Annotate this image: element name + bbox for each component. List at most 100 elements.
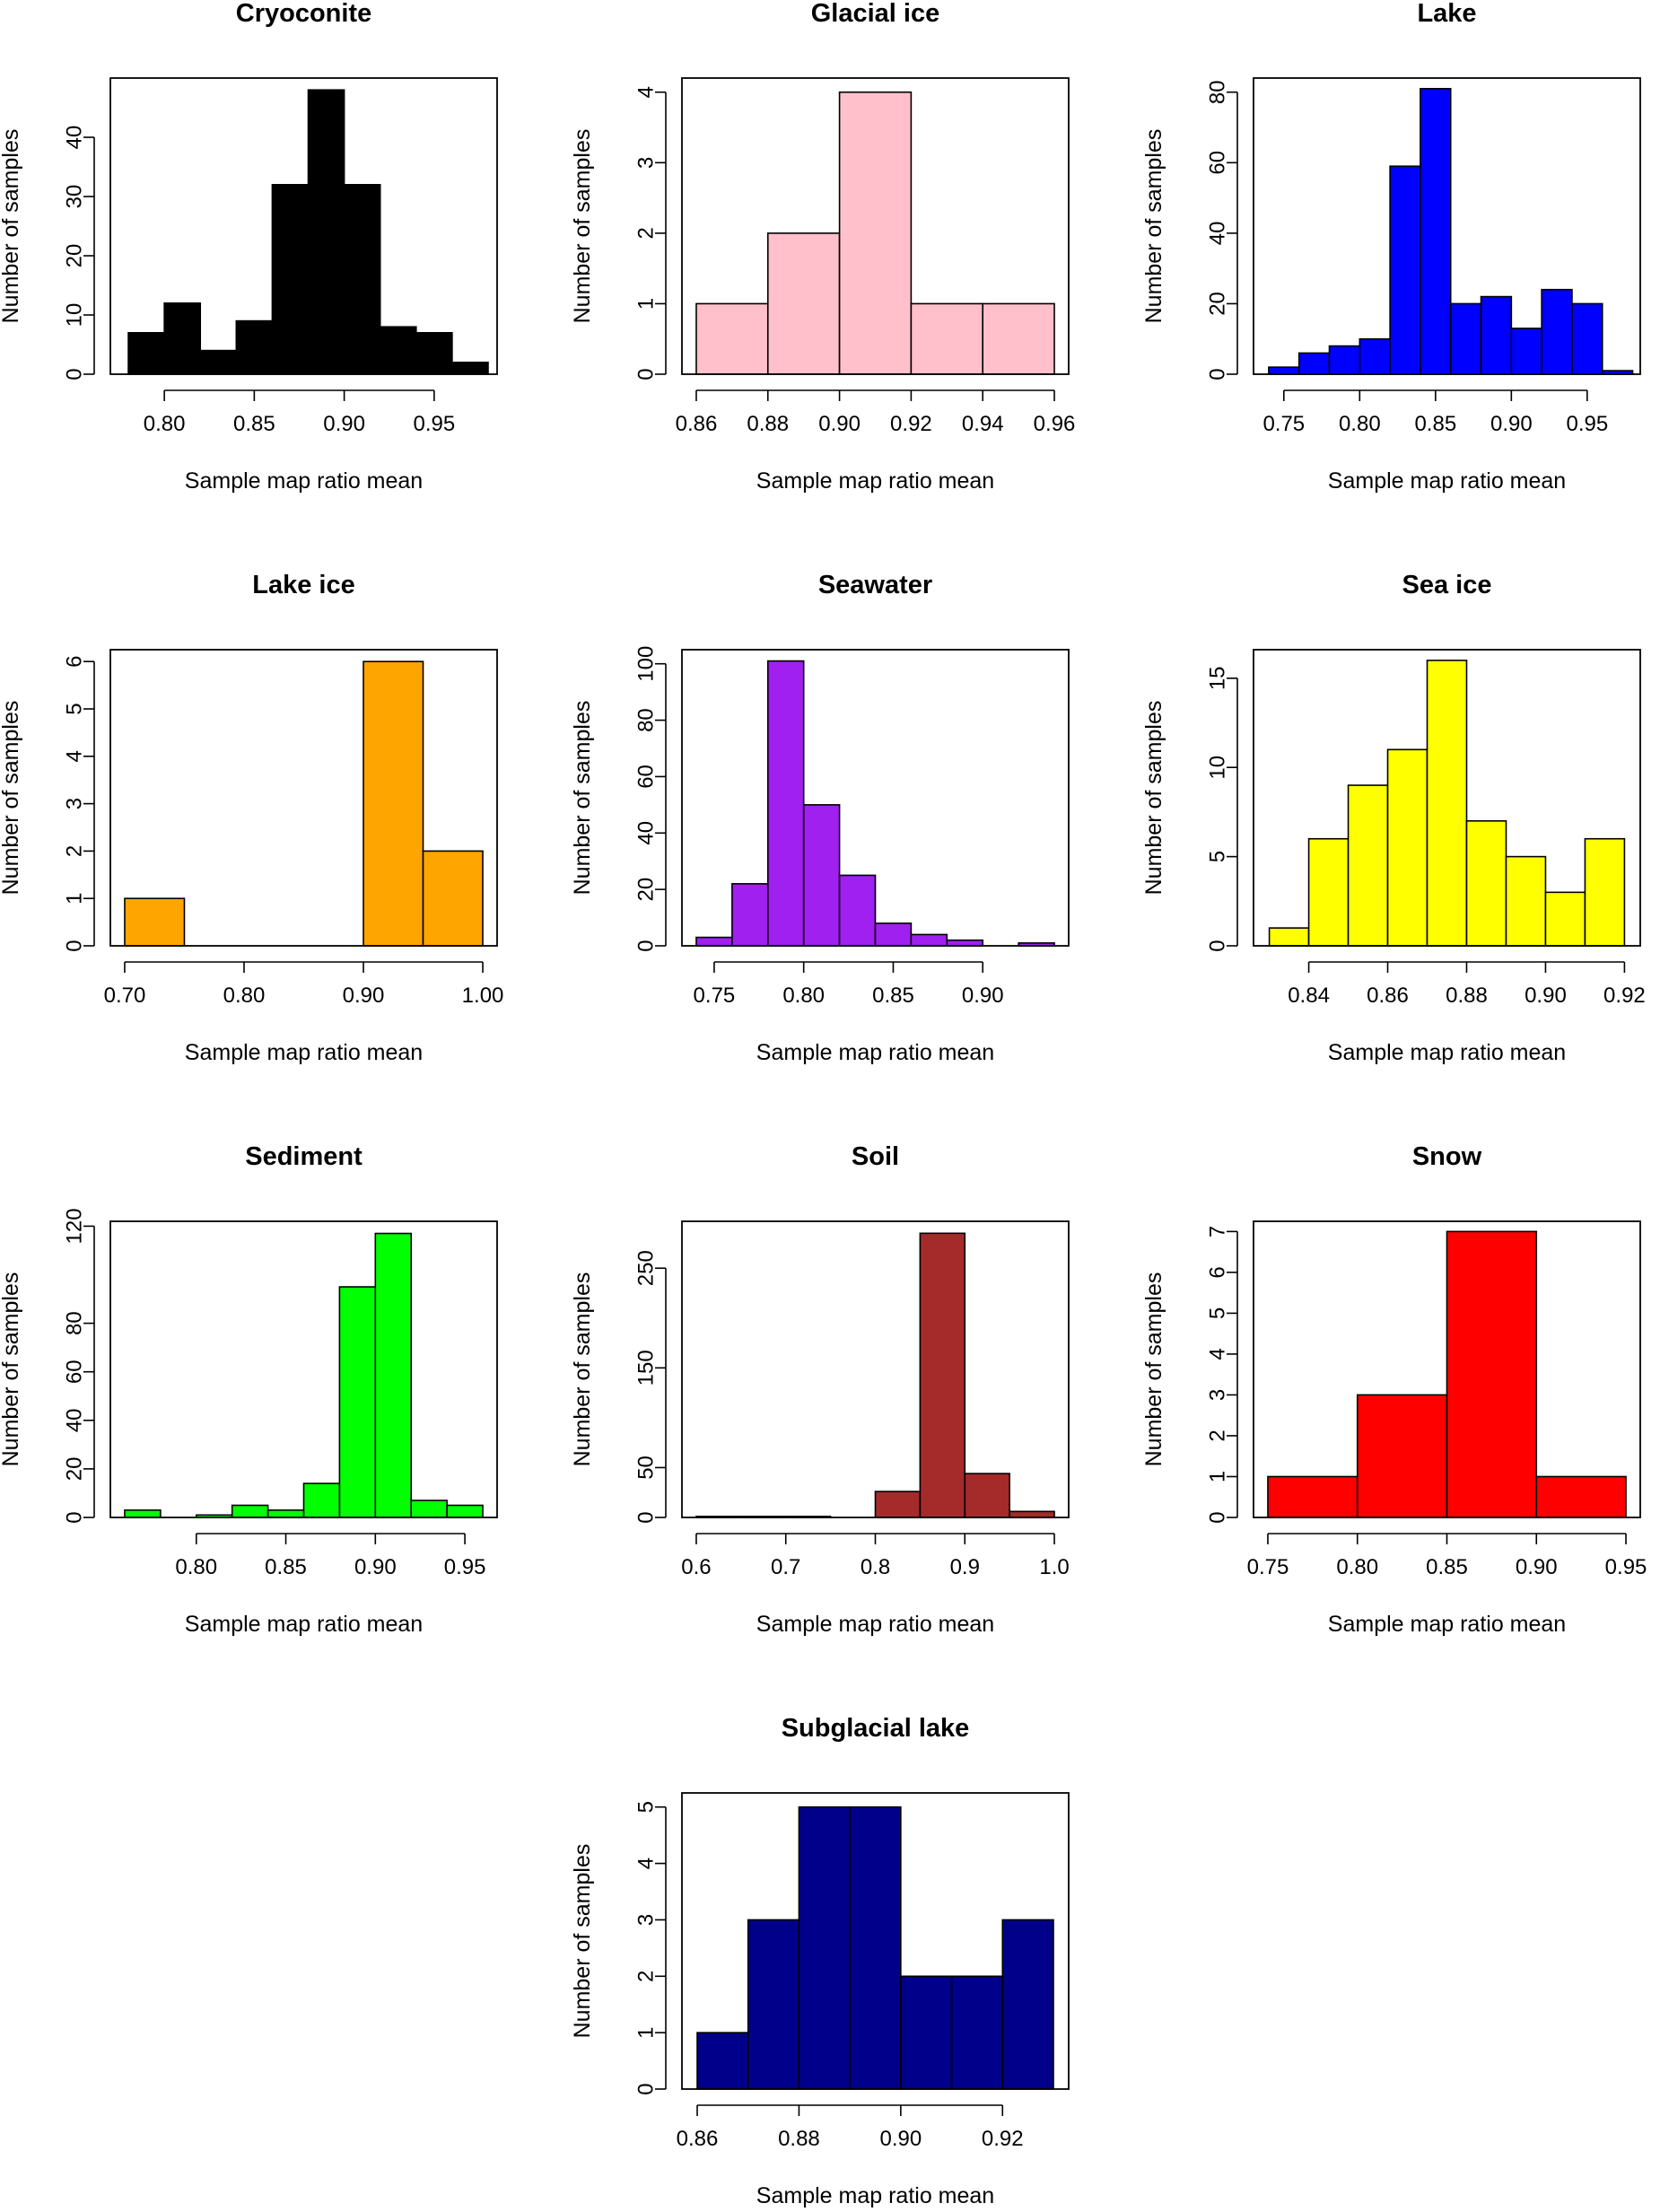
bar [124,897,186,947]
y-axis-label: Number of samples [0,129,23,324]
bar [982,302,1055,375]
x-axis-label: Sample map ratio mean [756,468,994,494]
y-tick-label: 0 [1206,368,1230,380]
bar [363,660,424,947]
bar [1426,660,1468,947]
y-tick-label: 5 [1206,851,1230,862]
x-tick-label: 0.7 [771,1555,800,1579]
y-tick-label: 0 [634,940,659,951]
x-tick-label: 0.88 [1446,984,1488,1008]
y-tick-label: 4 [634,86,659,98]
x-tick-label: 0.88 [747,412,789,436]
plot-frame [1253,1220,1641,1518]
y-tick-label: 100 [634,646,659,682]
x-tick-label: 0.75 [1247,1555,1289,1579]
panel-sea-ice: 0.84 0.86 0.88 0.90 0.92 0 5 10 15 Sea ice Sample … [1141,571,1646,1065]
plot-frame [681,77,1070,375]
y-tick-label: 5 [634,1801,659,1813]
bar [766,232,841,375]
x-tick-label: 0.8 [861,1555,890,1579]
panel-soil: 0.6 0.7 0.8 0.9 1.0 0 50 150 250 Soil Sample map r… [570,1142,1070,1637]
bar [910,302,984,375]
y-tick-label: 10 [63,303,87,328]
x-tick-label: 0.84 [1288,984,1330,1008]
bar [1297,352,1331,375]
y-tick-label: 60 [1206,151,1230,175]
bar [1347,784,1389,947]
panel-cryoconite: 0.80 0.85 0.90 0.95 0 10 20 30 40 Cryoconite Sampl… [0,0,498,494]
y-tick-label: 120 [63,1208,87,1244]
x-tick-label: 0.95 [1566,412,1608,436]
bar [766,660,805,947]
y-tick-label: 40 [63,1408,87,1432]
x-tick-label: 0.92 [1603,984,1646,1008]
y-tick-label: 80 [1206,80,1230,104]
y-tick-label: 6 [1206,1266,1230,1278]
x-axis-label: Sample map ratio mean [1328,468,1566,494]
bar [1420,87,1452,375]
bar [1449,302,1482,375]
x-axis-label: Sample map ratio mean [756,1612,994,1637]
y-tick-label: 3 [63,798,87,809]
x-tick-label: 0.85 [233,412,275,436]
panel-title: Sea ice [1402,571,1492,599]
y-axis-label: Number of samples [570,129,595,324]
y-axis-label: Number of samples [570,701,595,896]
plot-frame [1253,649,1641,947]
bar [838,874,877,947]
bar [1268,927,1310,947]
x-tick-label: 0.90 [962,984,1004,1008]
x-axis-label: Sample map ratio mean [185,1040,423,1065]
x-axis-label: Sample map ratio mean [1328,1612,1566,1637]
bar [1268,366,1300,375]
bar [410,1499,448,1518]
x-tick-label: 0.80 [175,1555,217,1579]
x-tick-label: 0.95 [1605,1555,1647,1579]
x-tick-label: 0.80 [1339,412,1381,436]
x-tick-label: 0.92 [982,2127,1024,2151]
bar [950,1975,1004,2090]
y-axis-label: Number of samples [1141,1272,1166,1467]
x-tick-label: 0.80 [144,412,186,436]
x-tick-label: 0.90 [879,2127,922,2151]
bar [900,1975,953,2090]
bar [199,349,238,375]
x-tick-label: 0.80 [223,984,266,1008]
y-tick-label: 0 [63,940,87,951]
x-axis-label: Sample map ratio mean [1328,1040,1566,1065]
x-tick-label: 0.90 [354,1555,397,1579]
y-axis-label: Number of samples [570,1272,595,1467]
bar [343,184,381,375]
x-tick-label: 0.75 [694,984,736,1008]
y-tick-label: 3 [634,157,659,169]
panel-title: Soil [852,1142,899,1171]
bar [1389,165,1421,375]
y-axis-label: Number of samples [0,1272,23,1467]
bar [964,1473,1010,1518]
x-tick-label: 0.86 [676,412,718,436]
bar [1584,837,1626,947]
bar [302,1482,341,1518]
bar [338,1286,377,1518]
bar [1571,302,1603,375]
panel-sediment: 0.80 0.85 0.90 0.95 0 20 40 60 80 120 Sediment Samp… [0,1142,498,1637]
panel-title: Seawater [818,571,932,599]
x-tick-label: 0.90 [1525,984,1567,1008]
y-tick-label: 2 [63,845,87,857]
bar [1009,1510,1055,1518]
y-axis-label: Number of samples [1141,129,1166,324]
x-tick-label: 0.90 [343,984,385,1008]
bar [802,804,841,947]
y-tick-label: 20 [634,878,659,902]
y-tick-label: 1 [634,298,659,310]
x-tick-label: 0.90 [1516,1555,1558,1579]
panel-title: Lake [1417,0,1476,28]
bar [695,302,769,375]
y-tick-label: 5 [63,703,87,714]
bar [231,1504,269,1518]
bar [919,1232,966,1518]
y-tick-label: 1 [1206,1471,1230,1482]
x-axis-label: Sample map ratio mean [185,468,423,494]
x-tick-label: 0.90 [1490,412,1533,436]
bar [374,1232,413,1518]
